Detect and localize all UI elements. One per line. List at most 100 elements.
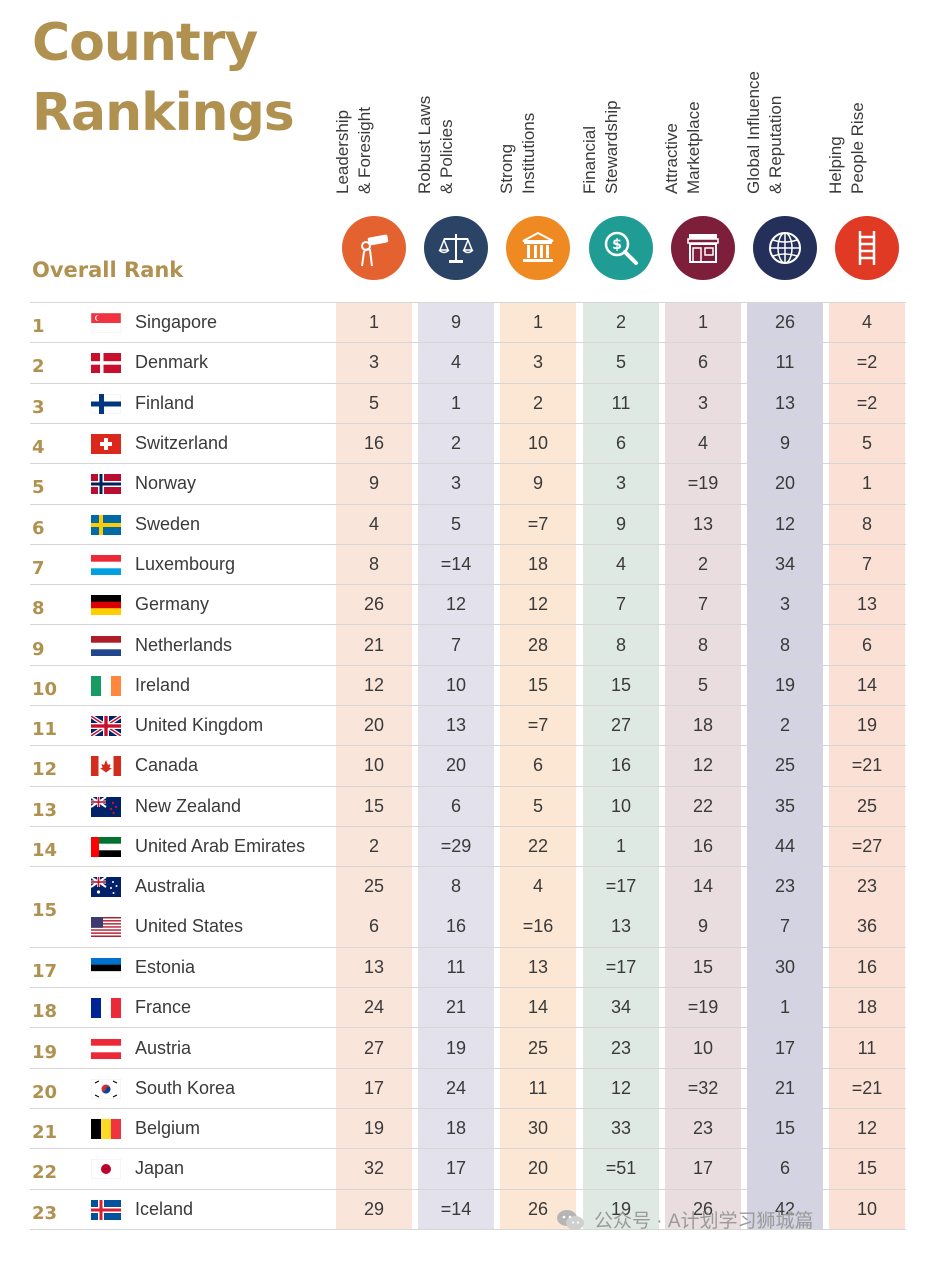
column-background-3 (500, 302, 576, 1230)
rank-cell-col-4: 5 (615, 352, 626, 373)
rank-cell-col-4: 7 (615, 594, 626, 615)
rank-cell-col-6: 13 (774, 392, 796, 413)
overall-rank: 17 (32, 960, 58, 982)
rank-cell-col-7: 11 (857, 1037, 877, 1058)
table-row: 9 Netherlands 21 7 28 8 8 8 6 (30, 624, 906, 665)
rank-cell-col-1: 24 (363, 997, 385, 1018)
overall-rank: 23 (32, 1202, 58, 1224)
overall-rank: 10 (32, 678, 58, 700)
country-name: Japan (135, 1158, 185, 1179)
flag-finland-icon (90, 393, 122, 414)
rank-cell-col-1: 4 (368, 513, 379, 534)
table-bottom-rule (30, 1229, 906, 1230)
column-label-line-1: Leadership (333, 109, 352, 194)
rank-cell-col-7: 36 (856, 915, 878, 936)
rank-cell-col-4: 4 (615, 553, 626, 574)
rank-cell-col-3: 26 (527, 1198, 549, 1219)
flag-denmark-icon (91, 353, 121, 374)
rank-cell-col-6: 3 (779, 594, 790, 615)
rank-cell-col-4: 2 (615, 312, 626, 333)
rank-cell-col-7: =21 (851, 1077, 883, 1098)
country-name: Iceland (135, 1198, 194, 1219)
rank-cell-col-7: =27 (851, 836, 883, 857)
rank-cell-col-6: 11 (775, 352, 795, 373)
rank-cell-col-5: 10 (692, 1037, 714, 1058)
rank-cell-col-3: 15 (527, 674, 549, 695)
column-label: Leadership & Foresight (332, 107, 376, 194)
rank-cell-col-2: 16 (445, 915, 467, 936)
country-name: Australia (135, 876, 206, 897)
country-name: France (135, 997, 192, 1018)
rank-cell-col-6: 44 (774, 836, 796, 857)
rank-cell-col-1: 6 (368, 915, 379, 936)
rank-cell-col-2: 21 (445, 997, 467, 1018)
column-header-2: Robust Laws & Policies (415, 0, 494, 290)
rank-cell-col-2: 6 (450, 795, 461, 816)
column-header-1: Leadership & Foresight (333, 0, 412, 290)
rank-cell-col-6: 17 (774, 1037, 796, 1058)
column-background-5 (665, 302, 741, 1230)
rank-cell-col-4: =51 (605, 1158, 637, 1179)
rank-cell-col-7: 10 (856, 1198, 878, 1219)
ladder-icon (835, 216, 899, 280)
rank-cell-col-3: 6 (532, 755, 543, 776)
flag-newzealand-icon (90, 795, 121, 817)
rank-cell-col-3: 11 (528, 1077, 548, 1098)
column-label: Attractive Marketplace (661, 101, 705, 194)
column-header-5: Attractive Marketplace (662, 0, 741, 290)
column-label-line-1: Global Influence (744, 71, 763, 194)
rank-cell-col-7: 15 (856, 1158, 878, 1179)
table-row: 1 Singapore 1 9 1 2 1 26 4 (30, 302, 906, 343)
rank-cell-col-3: =16 (522, 915, 554, 936)
column-label: Global Influence & Reputation (743, 71, 787, 194)
rank-cell-col-1: 32 (363, 1158, 385, 1179)
overall-rank: 20 (32, 1081, 58, 1103)
overall-rank: 13 (32, 799, 58, 821)
rank-cell-col-2: 12 (445, 594, 467, 615)
table-row: United States 6 16 =16 13 9 7 36 (30, 907, 906, 947)
overall-rank: 5 (32, 477, 45, 499)
rank-cell-col-7: 19 (856, 715, 878, 736)
rank-cell-col-7: 18 (856, 997, 878, 1018)
rank-cell-col-5: 12 (692, 755, 714, 776)
rank-cell-col-2: 24 (445, 1077, 467, 1098)
rank-cell-col-4: 1 (615, 836, 626, 857)
rank-cell-col-5: =19 (687, 997, 719, 1018)
country-name: Sweden (135, 513, 201, 534)
rank-cell-col-5: =32 (687, 1077, 719, 1098)
rank-cell-col-4: =17 (605, 956, 637, 977)
table-row: 17 Estonia 13 11 13 =17 15 30 16 (30, 946, 906, 988)
column-label-line-1: Strong (497, 143, 516, 194)
flag-canada-icon (91, 756, 121, 777)
rank-cell-col-2: 11 (446, 956, 466, 977)
rank-cell-col-1: 1 (368, 312, 379, 333)
overall-rank: 9 (32, 638, 45, 660)
rank-cell-col-7: =2 (856, 392, 878, 413)
rank-cell-col-5: 16 (692, 836, 714, 857)
rank-cell-col-1: 21 (363, 634, 385, 655)
rank-cell-col-7: =2 (856, 352, 878, 373)
rank-cell-col-7: 6 (861, 634, 872, 655)
country-name: Austria (135, 1037, 192, 1058)
overall-rank: 15 (32, 900, 58, 922)
rank-cell-col-7: 8 (861, 513, 872, 534)
rank-cell-col-3: 2 (532, 392, 543, 413)
column-label-line-2: Institutions (519, 112, 538, 194)
flag-uae-icon (91, 837, 121, 858)
table-row: 10 Ireland 12 10 15 15 5 19 14 (30, 664, 906, 706)
rank-cell-col-3: 13 (527, 956, 549, 977)
rank-cell-col-7: 23 (856, 876, 878, 897)
rank-cell-col-5: 1 (697, 312, 708, 333)
column-background-1 (336, 302, 412, 1230)
overall-rank: 2 (32, 356, 45, 378)
rank-cell-col-2: 2 (450, 433, 461, 454)
table-row: 5 Norway 9 3 9 3 =19 20 1 (30, 463, 906, 504)
overall-rank: 1 (32, 316, 45, 338)
table-row: 11 United Kingdom 20 13 =7 27 18 2 19 (30, 705, 906, 746)
rank-cell-col-6: 30 (774, 956, 796, 977)
column-header-7: Helping People Rise (826, 0, 905, 290)
rank-cell-col-1: 2 (368, 836, 379, 857)
column-background-4 (583, 302, 659, 1230)
rank-cell-col-1: 17 (363, 1077, 385, 1098)
telescope-icon (342, 216, 406, 280)
